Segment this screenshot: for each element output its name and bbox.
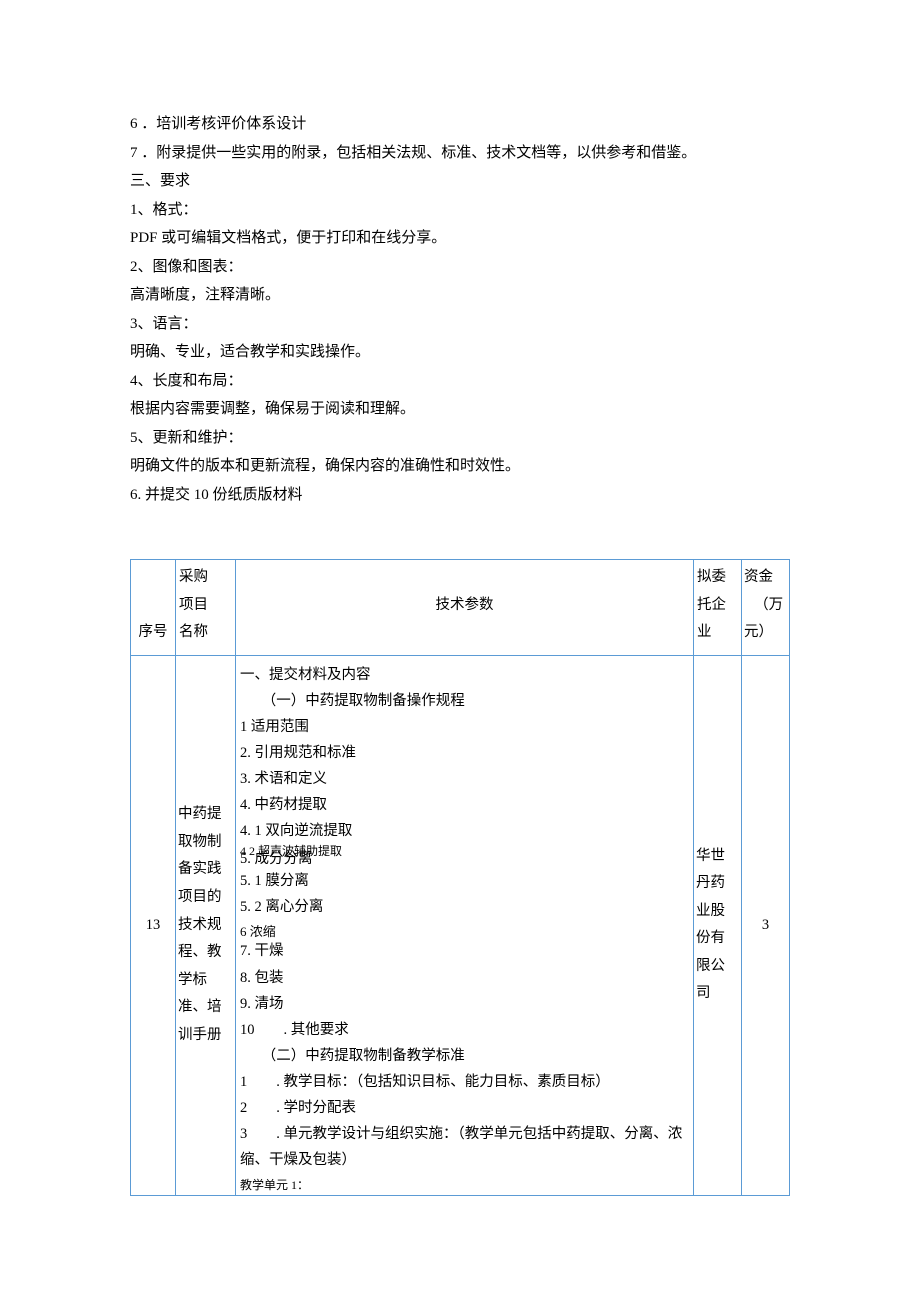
procurement-table: 序号 采购 项目 名称 技术参数 拟委 托企 业 资金 （万 元） 1 xyxy=(130,559,790,1196)
tech-line: 5. 2 离心分离 xyxy=(240,894,689,920)
cell-index: 13 xyxy=(131,655,176,1195)
table-row: 13 中药提取物制备实践项目的技术规程、教学标准、培训手册 一、提交材料及内容 … xyxy=(131,655,790,1195)
body-line: 4、长度和布局： xyxy=(130,367,790,396)
body-line: 1、格式： xyxy=(130,196,790,225)
body-line: 2、图像和图表： xyxy=(130,253,790,282)
body-line: 6. 并提交 10 份纸质版材料 xyxy=(130,481,790,510)
tech-overlap: 4 2 超声波辅助提取 5. 成分分离 xyxy=(240,844,689,868)
cell-project-name: 中药提取物制备实践项目的技术规程、教学标准、培训手册 xyxy=(176,655,236,1195)
tech-line: 8. 包装 xyxy=(240,965,689,991)
tech-line: 4. 中药材提取 xyxy=(240,792,689,818)
header-index: 序号 xyxy=(131,560,176,656)
body-line: 明确文件的版本和更新流程，确保内容的准确性和时效性。 xyxy=(130,452,790,481)
cell-entity: 华世丹药业股份有限公司 xyxy=(694,655,742,1195)
header-entity: 拟委 托企 业 xyxy=(694,560,742,656)
tech-line: （二）中药提取物制备教学标准 xyxy=(240,1043,689,1069)
tech-line: 1 适用范围 xyxy=(240,714,689,740)
body-line: 高清晰度，注释清晰。 xyxy=(130,281,790,310)
tech-line: 10 . 其他要求 xyxy=(240,1017,689,1043)
tech-line: 1 . 教学目标：（包括知识目标、能力目标、素质目标） xyxy=(240,1069,689,1095)
tech-line: 一、提交材料及内容 xyxy=(240,662,689,688)
body-line: 3、语言： xyxy=(130,310,790,339)
tech-line-over: 5. 成分分离 xyxy=(240,846,313,872)
tech-overlap: 6 浓缩 xyxy=(240,920,689,938)
header-project-name: 采购 项目 名称 xyxy=(176,560,236,656)
cell-fund: 3 xyxy=(742,655,790,1195)
tech-line: （一）中药提取物制备操作规程 xyxy=(240,688,689,714)
cell-tech-params: 一、提交材料及内容 （一）中药提取物制备操作规程 1 适用范围 2. 引用规范和… xyxy=(236,655,694,1195)
body-line: 根据内容需要调整，确保易于阅读和理解。 xyxy=(130,395,790,424)
tech-line: 9. 清场 xyxy=(240,991,689,1017)
body-line: 三、要求 xyxy=(130,167,790,196)
header-tech-params: 技术参数 xyxy=(236,560,694,656)
tech-line: 7. 干燥 xyxy=(240,938,689,964)
tech-line: 3 . 单元教学设计与组织实施：（教学单元包括中药提取、分离、浓缩、干燥及包装） xyxy=(240,1121,689,1173)
body-line: 明确、专业，适合教学和实践操作。 xyxy=(130,338,790,367)
tech-line: 2 . 学时分配表 xyxy=(240,1095,689,1121)
body-line: 7 ．附录提供一些实用的附录，包括相关法规、标准、技术文档等，以供参考和借鉴。 xyxy=(130,139,790,168)
tech-line-under: 6 浓缩 xyxy=(240,920,276,943)
tech-line: 3. 术语和定义 xyxy=(240,766,689,792)
tech-line: 2. 引用规范和标准 xyxy=(240,740,689,766)
table-header-row: 序号 采购 项目 名称 技术参数 拟委 托企 业 资金 （万 元） xyxy=(131,560,790,656)
body-line: 5、更新和维护： xyxy=(130,424,790,453)
tech-line-cutoff: 教学单元 1： xyxy=(240,1175,689,1195)
header-fund: 资金 （万 元） xyxy=(742,560,790,656)
body-line: PDF 或可编辑文档格式，便于打印和在线分享。 xyxy=(130,224,790,253)
document-body: 6 ．培训考核评价体系设计 7 ．附录提供一些实用的附录，包括相关法规、标准、技… xyxy=(130,110,790,509)
body-line: 6 ．培训考核评价体系设计 xyxy=(130,110,790,139)
